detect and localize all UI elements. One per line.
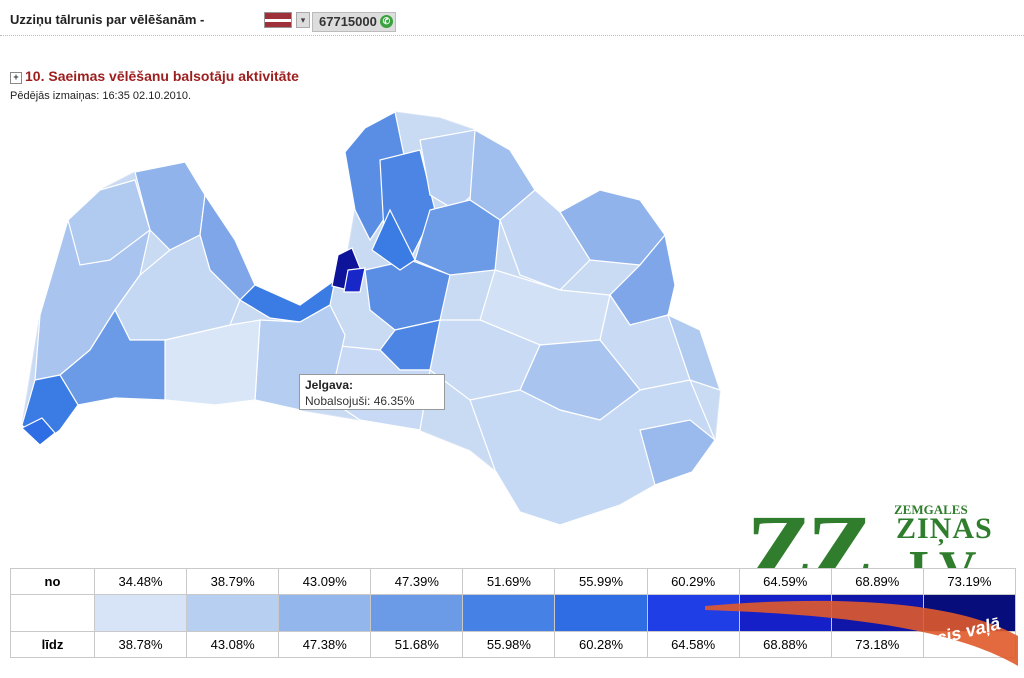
- legend-to-value: 68.88%: [738, 631, 832, 658]
- legend-swatch: [93, 594, 188, 632]
- section-title-text: 10. Saeimas vēlēšanu balsotāju aktivitāt…: [25, 68, 299, 84]
- region-riga-2[interactable]: [343, 267, 366, 293]
- last-updated: Pēdējās izmaiņas: 16:35 02.10.2010.: [10, 90, 192, 102]
- latvia-flag-icon[interactable]: [264, 12, 292, 28]
- legend-from-value: 38.79%: [186, 568, 280, 595]
- legend-label-empty: [10, 594, 95, 632]
- color-legend: no 34.48% 38.79% 43.09% 47.39% 51.69% 55…: [10, 568, 1017, 658]
- region-ventspils[interactable]: [67, 179, 151, 266]
- legend-to-value: 64.58%: [646, 631, 740, 658]
- region-tooltip: Jelgava: Nobalsojuši: 46.35%: [299, 374, 445, 410]
- legend-from-value: 47.39%: [370, 568, 464, 595]
- legend-swatch: [370, 594, 464, 632]
- legend-to-value: 47.38%: [278, 631, 372, 658]
- legend-to-value: 51.68%: [370, 631, 464, 658]
- legend-to-value: 55.98%: [462, 631, 556, 658]
- legend-swatch: [554, 594, 648, 632]
- legend-row-to: līdz 38.78% 43.08% 47.38% 51.68% 55.98% …: [10, 631, 1017, 658]
- hotline-title: Uzziņu tālrunis par vēlēšanām -: [10, 12, 205, 27]
- legend-swatch: [462, 594, 556, 632]
- legend-from-value: 55.99%: [554, 568, 648, 595]
- legend-swatch: [830, 594, 924, 632]
- legend-from-value: 64.59%: [738, 568, 832, 595]
- legend-row-colors: [10, 594, 1017, 632]
- section-title[interactable]: +10. Saeimas vēlēšanu balsotāju aktivitā…: [10, 68, 299, 84]
- logo-zinas: ZIŅAS: [896, 512, 993, 545]
- expand-icon[interactable]: +: [10, 72, 22, 84]
- phone-number: 67715000 ✆: [312, 12, 396, 32]
- legend-to-value: 43.08%: [186, 631, 280, 658]
- legend-swatch: [278, 594, 372, 632]
- legend-from-value: 51.69%: [462, 568, 556, 595]
- region-ludza[interactable]: [666, 313, 721, 391]
- phone-icon[interactable]: ✆: [379, 15, 393, 28]
- logo-zemgales: ZEMGALES: [894, 502, 968, 517]
- chevron-down-icon[interactable]: ▾: [296, 12, 310, 28]
- region-kuldiga[interactable]: [59, 308, 166, 406]
- legend-from-value: 60.29%: [646, 568, 740, 595]
- tooltip-region-name: Jelgava:: [305, 378, 354, 392]
- legend-label-from: no: [10, 568, 95, 595]
- legend-from-value: 73.19%: [922, 568, 1017, 595]
- legend-to-value: 38.78%: [93, 631, 188, 658]
- turnout-map: [0, 100, 740, 530]
- legend-row-from: no 34.48% 38.79% 43.09% 47.39% 51.69% 55…: [10, 568, 1017, 595]
- region-liepaja-city[interactable]: [20, 417, 56, 446]
- region-sigulda[interactable]: [371, 208, 416, 271]
- tooltip-turnout-value: Nobalsojuši: 46.35%: [305, 394, 415, 408]
- legend-swatch: [738, 594, 832, 632]
- legend-from-value: 43.09%: [278, 568, 372, 595]
- region-jurmala-coast[interactable]: [239, 278, 336, 323]
- legend-from-value: 34.48%: [93, 568, 188, 595]
- top-bar: Uzziņu tālrunis par vēlēšanām - ▾ 677150…: [0, 0, 1024, 40]
- legend-from-value: 68.89%: [830, 568, 924, 595]
- latvia-map: [20, 111, 721, 526]
- legend-swatch: [186, 594, 280, 632]
- legend-swatch: [646, 594, 740, 632]
- legend-to-value: 60.28%: [554, 631, 648, 658]
- divider: [0, 35, 1024, 36]
- legend-label-to: līdz: [10, 631, 95, 658]
- legend-to-value: 73.18%: [830, 631, 924, 658]
- region-kraslava[interactable]: [639, 419, 716, 486]
- phone-number-text: 67715000: [319, 14, 377, 29]
